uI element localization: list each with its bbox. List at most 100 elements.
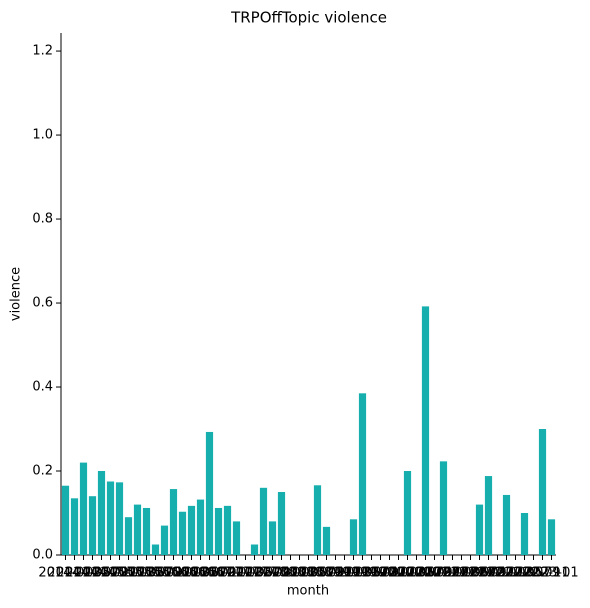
bar <box>151 544 160 555</box>
bar <box>232 521 241 555</box>
bar <box>214 507 223 555</box>
x-tick-label: 2019-05 <box>326 566 380 581</box>
x-tick-label: 2017-03 <box>209 566 263 581</box>
x-tick-label: 2021-03 <box>425 566 479 581</box>
bar <box>196 499 205 555</box>
bar <box>547 519 556 555</box>
x-tick-label: 2019-11 <box>353 566 407 581</box>
x-tick-label: 2015-01 <box>92 566 146 581</box>
bar <box>223 505 232 555</box>
y-tick-label: 1.2 <box>32 44 53 59</box>
x-tick-label: 2014-01 <box>38 566 92 581</box>
bar <box>421 306 430 555</box>
x-tick-label: 2014-11 <box>83 566 137 581</box>
x-tick-label: 2016-03 <box>155 566 209 581</box>
bar <box>106 481 115 555</box>
bar <box>538 429 547 555</box>
x-tick-label: 2018-05 <box>272 566 326 581</box>
y-tick-label: 0.6 <box>32 296 53 311</box>
x-tick-label: 2020-03 <box>371 566 425 581</box>
y-tick-label: 0.2 <box>32 464 53 479</box>
bar <box>61 485 70 555</box>
x-tick-label: 2017-11 <box>245 566 299 581</box>
y-tick-label: 0.4 <box>32 380 53 395</box>
x-tick-label: 2019-09 <box>344 566 398 581</box>
x-tick-label: 2016-11 <box>191 566 245 581</box>
x-tick-label: 2017-01 <box>200 566 254 581</box>
x-tick-label: 2023-01 <box>524 566 578 581</box>
x-tick-label: 2022-07 <box>497 566 551 581</box>
x-tick-label: 2015-03 <box>101 566 155 581</box>
x-tick-label: 2015-11 <box>137 566 191 581</box>
x-tick-label: 2019-03 <box>317 566 371 581</box>
x-tick-label: 2020-11 <box>407 566 461 581</box>
x-tick-label: 2016-05 <box>164 566 218 581</box>
x-tick-label: 2014-03 <box>47 566 101 581</box>
bar <box>313 485 322 555</box>
bar <box>142 507 151 555</box>
x-tick-label: 2021-09 <box>452 566 506 581</box>
x-tick-label: 2018-11 <box>299 566 353 581</box>
y-tick-label: 1.0 <box>32 128 53 143</box>
x-tick-label: 2022-03 <box>479 566 533 581</box>
x-tick-label: 2021-01 <box>416 566 470 581</box>
x-tick-label: 2019-01 <box>308 566 362 581</box>
bar <box>439 461 448 555</box>
bar <box>520 513 529 555</box>
bar <box>70 498 79 555</box>
x-tick-label: 2020-05 <box>380 566 434 581</box>
x-tick-label: 2019-07 <box>335 566 389 581</box>
bar <box>403 471 412 555</box>
bar <box>187 505 196 555</box>
x-tick-label: 2021-05 <box>434 566 488 581</box>
x-tick-label: 2018-03 <box>263 566 317 581</box>
x-tick-label: 2021-11 <box>461 566 515 581</box>
x-tick-label: 2020-07 <box>389 566 443 581</box>
x-tick-label: 2014-05 <box>56 566 110 581</box>
bar <box>124 517 133 555</box>
bar <box>169 489 178 555</box>
y-tick-label: 0.0 <box>32 548 53 563</box>
bar <box>205 431 214 555</box>
x-tick-label: 2020-09 <box>398 566 452 581</box>
x-tick-label: 2022-05 <box>488 566 542 581</box>
x-tick-label: 2018-09 <box>290 566 344 581</box>
bar <box>178 511 187 555</box>
x-axis-label: month <box>287 584 329 599</box>
x-tick-label: 2015-09 <box>128 566 182 581</box>
bar <box>259 487 268 555</box>
x-tick-label: 2016-09 <box>182 566 236 581</box>
x-tick-label: 2015-05 <box>110 566 164 581</box>
chart-title: TRPOffTopic violence <box>230 9 387 27</box>
bar <box>133 504 142 555</box>
y-tick-label: 0.8 <box>32 212 53 227</box>
bar <box>322 526 331 555</box>
x-tick-label: 2017-05 <box>218 566 272 581</box>
x-tick-label: 2018-07 <box>281 566 335 581</box>
bar <box>250 544 259 555</box>
bar <box>277 492 286 555</box>
x-tick-label: 2018-01 <box>254 566 308 581</box>
x-tick-label: 2016-01 <box>146 566 200 581</box>
x-tick-label: 2016-07 <box>173 566 227 581</box>
bar <box>79 462 88 555</box>
bar <box>115 482 124 555</box>
bar <box>88 496 97 555</box>
bar <box>502 494 511 555</box>
x-tick-label: 2020-01 <box>362 566 416 581</box>
x-tick-label: 2015-07 <box>119 566 173 581</box>
x-tick-label: 2022-11 <box>515 566 569 581</box>
x-tick-label: 2017-09 <box>236 566 290 581</box>
x-tick-label: 2014-07 <box>65 566 119 581</box>
bar <box>97 471 106 555</box>
bar <box>160 525 169 555</box>
bar <box>268 521 277 555</box>
x-tick-label: 2022-09 <box>506 566 560 581</box>
bar <box>349 519 358 555</box>
bar <box>475 504 484 555</box>
x-tick-label: 2017-07 <box>227 566 281 581</box>
x-tick-label: 2021-07 <box>443 566 497 581</box>
x-tick-label: 2014-09 <box>74 566 128 581</box>
y-axis-label: violence <box>9 267 24 321</box>
